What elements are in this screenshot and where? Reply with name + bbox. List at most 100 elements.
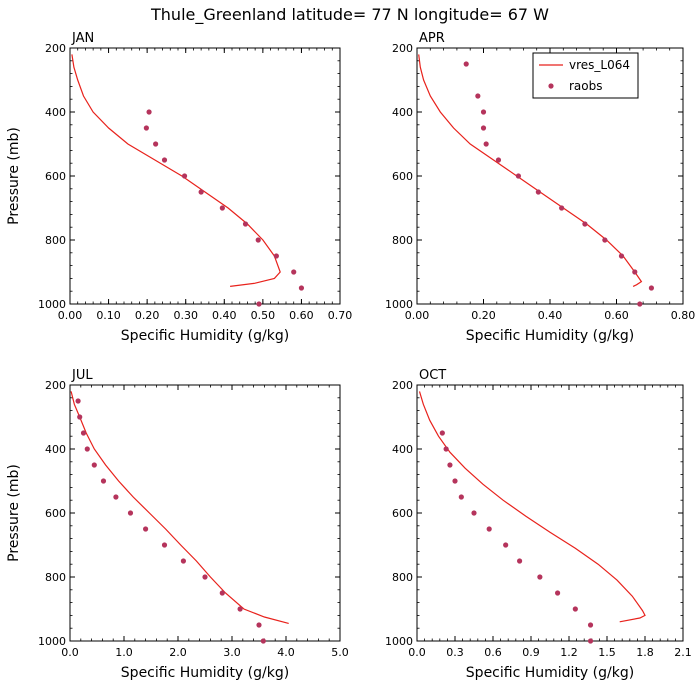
- panels-group: JAN 0.00 0.10 0.20 0.30 0.40 0.50 0.60 0.70 200 40…: [6, 31, 695, 681]
- raobs-point: [452, 478, 458, 484]
- raobs-point: [618, 253, 625, 259]
- raobs-point: [100, 478, 107, 484]
- raobs-point: [237, 606, 243, 612]
- panel-label-apr: APR: [419, 31, 445, 46]
- x-tick-label: 5.0: [331, 646, 349, 659]
- x-tick-label: 2.1: [674, 646, 692, 659]
- raobs-point: [219, 590, 225, 596]
- raobs-point: [517, 558, 523, 564]
- raobs-point: [219, 205, 225, 211]
- y-tick-label: 600: [392, 507, 413, 520]
- raobs-point: [143, 526, 149, 532]
- x-tick-label: 1.8: [636, 646, 654, 659]
- y-tick-label: 600: [392, 170, 413, 183]
- x-tick-label: 0.40: [538, 309, 563, 322]
- raobs-point: [475, 93, 481, 99]
- x-tick-label: 1.0: [115, 646, 133, 659]
- raobs-point: [463, 61, 469, 67]
- x-tick-label: 0.0: [61, 646, 79, 659]
- y-axis-title: Pressure (mb): [6, 127, 22, 225]
- legend-box: [532, 52, 639, 99]
- x-axis-title: Specific Humidity (g/kg): [466, 665, 634, 681]
- raobs-point: [587, 622, 594, 628]
- raobs-point: [202, 574, 208, 580]
- x-axis-title: Specific Humidity (g/kg): [466, 328, 634, 344]
- raobs-point: [91, 462, 97, 468]
- raobs-point: [255, 237, 261, 243]
- raobs-point: [291, 269, 297, 275]
- raobs-point: [483, 141, 489, 147]
- legend-marker-swatch: [548, 83, 554, 89]
- x-tick-label: 0.30: [173, 309, 198, 322]
- x-tick-label: 0.20: [135, 309, 160, 322]
- y-tick-label: 400: [45, 443, 66, 456]
- y-tick-label: 1000: [38, 635, 66, 648]
- legend-label-raobs: raobs: [569, 79, 603, 93]
- raobs-point: [256, 301, 262, 307]
- y-axis-title: Pressure (mb): [6, 464, 22, 562]
- raobs-point: [146, 109, 152, 115]
- panel-jan: JAN 0.00 0.10 0.20 0.30 0.40 0.50 0.60 0.70 200 40…: [6, 31, 352, 344]
- raobs-point: [648, 285, 655, 291]
- raobs-point: [161, 157, 168, 163]
- y-tick-label: 200: [45, 379, 66, 392]
- x-axis-title: Specific Humidity (g/kg): [121, 328, 289, 344]
- panel-oct: OCT 0.0 0.3 0.6 0.9 1.2 1.5 1.8 2.1 200 400 600 800 1…: [385, 368, 692, 681]
- raobs-point: [113, 494, 119, 500]
- raobs-point: [298, 285, 305, 291]
- x-tick-label: 0.60: [289, 309, 314, 322]
- y-tick-label: 800: [45, 234, 66, 247]
- y-tick-label: 1000: [385, 298, 413, 311]
- raobs-point: [587, 638, 594, 644]
- raobs-point: [80, 430, 87, 436]
- y-tick-label: 200: [392, 42, 413, 55]
- raobs-point: [84, 446, 90, 452]
- x-tick-label: 4.0: [277, 646, 295, 659]
- x-axis-title: Specific Humidity (g/kg): [121, 665, 289, 681]
- raobs-point: [242, 221, 249, 227]
- x-tick-label: 0.6: [484, 646, 502, 659]
- y-tick-label: 400: [392, 443, 413, 456]
- y-tick-label: 600: [45, 170, 66, 183]
- x-tick-label: 1.5: [598, 646, 616, 659]
- raobs-point: [480, 109, 487, 115]
- plot-frame: [416, 384, 684, 642]
- y-tick-label: 800: [45, 571, 66, 584]
- raobs-point: [198, 189, 204, 195]
- raobs-point: [582, 221, 588, 227]
- plot-frame: [69, 384, 341, 642]
- panel-label-jan: JAN: [71, 31, 94, 46]
- raobs-point: [447, 462, 453, 468]
- x-tick-label: 0.60: [604, 309, 629, 322]
- raobs-point: [153, 141, 159, 147]
- panel-label-jul: JUL: [71, 368, 93, 383]
- series-line-vres-l064: [71, 54, 281, 287]
- y-tick-label: 1000: [38, 298, 66, 311]
- series-line-vres-l064: [418, 391, 646, 623]
- y-tick-label: 400: [392, 106, 413, 119]
- raobs-point: [77, 414, 83, 420]
- y-tick-label: 800: [392, 234, 413, 247]
- raobs-point: [143, 125, 149, 131]
- y-tick-label: 200: [45, 42, 66, 55]
- raobs-point: [632, 269, 638, 275]
- x-tick-label: 0.10: [96, 309, 121, 322]
- raobs-point: [480, 125, 487, 131]
- raobs-point: [458, 494, 464, 500]
- raobs-point: [161, 542, 168, 548]
- raobs-point: [572, 606, 578, 612]
- raobs-point: [637, 301, 643, 307]
- raobs-point: [127, 510, 134, 516]
- raobs-point: [503, 542, 509, 548]
- panel-jul: JUL 0.0 1.0 2.0 3.0 4.0 5.0 200 400 600 800 1000 Spe…: [6, 368, 349, 681]
- y-tick-label: 1000: [385, 635, 413, 648]
- raobs-point: [537, 574, 543, 580]
- x-tick-label: 0.9: [522, 646, 540, 659]
- raobs-point: [535, 189, 541, 195]
- raobs-point: [181, 173, 188, 179]
- series-line-vres-l064: [70, 391, 289, 624]
- x-tick-label: 0.00: [405, 309, 430, 322]
- x-tick-label: 2.0: [169, 646, 187, 659]
